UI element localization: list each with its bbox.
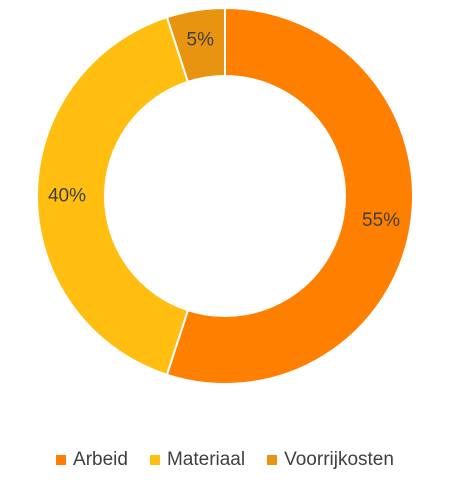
legend-swatch-materiaal xyxy=(149,455,160,465)
legend-item-arbeid: Arbeid xyxy=(56,449,128,471)
data-label-voorrijkosten: 5% xyxy=(187,29,215,50)
slices-group xyxy=(36,6,414,385)
legend-item-materiaal: Materiaal xyxy=(149,449,246,471)
legend-swatch-arbeid xyxy=(56,455,67,465)
legend-label-arbeid: Arbeid xyxy=(73,449,128,470)
donut-slice-arbeid xyxy=(165,6,414,385)
donut-chart-svg: 55% 40% 5% xyxy=(36,6,414,385)
legend-label-materiaal: Materiaal xyxy=(166,449,246,470)
data-labels-group: 55% 40% 5% xyxy=(48,29,400,231)
donut-chart: 55% 40% 5% xyxy=(36,6,414,385)
data-label-arbeid: 55% xyxy=(362,210,400,231)
data-label-materiaal: 40% xyxy=(48,186,86,207)
legend-item-voorrijkosten: Voorrijkosten xyxy=(267,449,394,471)
donut-slice-materiaal xyxy=(36,15,190,377)
donut-slice-voorrijkosten xyxy=(165,6,226,84)
legend: Arbeid Materiaal Voorrijkosten xyxy=(0,446,450,474)
legend-label-voorrijkosten: Voorrijkosten xyxy=(284,449,394,470)
legend-swatch-voorrijkosten xyxy=(267,455,278,465)
